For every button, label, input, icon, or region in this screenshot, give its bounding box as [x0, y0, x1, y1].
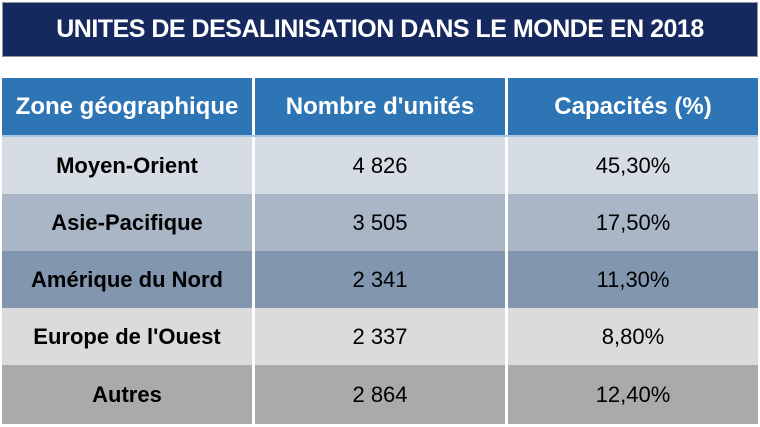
header-cell-zone: Zone géographique — [2, 78, 252, 135]
cell-capacites: 11,30% — [508, 251, 758, 308]
table-row-asie-pacifique: Asie-Pacifique 3 505 17,50% — [2, 194, 758, 251]
header-cell-unites: Nombre d'unités — [255, 78, 505, 135]
table-row-moyen-orient: Moyen-Orient 4 826 45,30% — [2, 137, 758, 194]
cell-zone: Europe de l'Ouest — [2, 308, 252, 365]
cell-unites: 2 341 — [255, 251, 505, 308]
cell-zone: Amérique du Nord — [2, 251, 252, 308]
cell-zone: Moyen-Orient — [2, 137, 252, 194]
table-row-europe-de-l-ouest: Europe de l'Ouest 2 337 8,80% — [2, 308, 758, 365]
cell-zone: Asie-Pacifique — [2, 194, 252, 251]
cell-unites: 4 826 — [255, 137, 505, 194]
table-header-row: Zone géographique Nombre d'unités Capaci… — [2, 78, 758, 137]
table-row-amerique-du-nord: Amérique du Nord 2 341 11,30% — [2, 251, 758, 308]
cell-unites: 2 337 — [255, 308, 505, 365]
cell-capacites: 17,50% — [508, 194, 758, 251]
data-table: Zone géographique Nombre d'unités Capaci… — [2, 78, 758, 424]
cell-capacites: 12,40% — [508, 365, 758, 424]
cell-unites: 3 505 — [255, 194, 505, 251]
title-bar: UNITES DE DESALINISATION DANS LE MONDE E… — [2, 2, 758, 57]
header-cell-capacites: Capacités (%) — [508, 78, 758, 135]
cell-unites: 2 864 — [255, 365, 505, 424]
title-table-spacer — [0, 57, 760, 78]
cell-capacites: 45,30% — [508, 137, 758, 194]
cell-zone: Autres — [2, 365, 252, 424]
page-title: UNITES DE DESALINISATION DANS LE MONDE E… — [56, 15, 704, 43]
table-row-autres: Autres 2 864 12,40% — [2, 365, 758, 424]
cell-capacites: 8,80% — [508, 308, 758, 365]
